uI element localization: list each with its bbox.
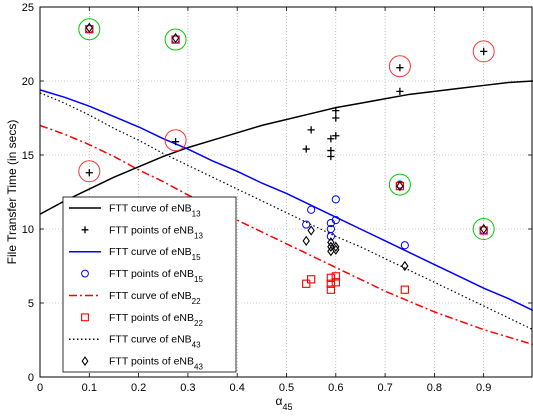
y-tick-label: 10 (22, 224, 34, 236)
point-enb22 (326, 273, 336, 282)
point-enb43 (307, 225, 315, 236)
point-enb22 (306, 275, 316, 284)
point-enb22 (326, 285, 336, 294)
point-enb43 (85, 22, 93, 33)
x-tick-label: 0.5 (279, 382, 294, 394)
legend-label: FTT curve of eNB22 (109, 290, 201, 306)
axes-box (39, 6, 533, 378)
highlight-circle (78, 18, 101, 41)
y-tick-label: 5 (28, 298, 34, 310)
highlight-circle (164, 28, 187, 51)
legend-entry: FTT points of eNB13 (81, 224, 203, 240)
curve-enb15 (39, 89, 533, 312)
point-enb43 (302, 235, 310, 246)
y-axis-label: File Transfer Time (in secs) (5, 120, 19, 265)
legend-label: FTT curve of eNB15 (109, 246, 201, 262)
x-tick-label: 0.9 (476, 382, 491, 394)
point-enb13 (85, 169, 93, 177)
point-enb15 (326, 224, 335, 234)
curve-enb13 (39, 80, 533, 215)
point-enb15 (302, 220, 311, 229)
point-enb15 (307, 205, 316, 214)
y-tick-label: 0 (28, 372, 34, 384)
point-enb13 (332, 132, 340, 140)
highlight-circle (388, 55, 411, 78)
point-enb13 (332, 107, 340, 115)
legend-entry: FTT points of eNB22 (81, 312, 203, 328)
axes: 0 0.1 0.2 0.3 0.4 0.5 0.6 0.7 0.8 0.9 0 5 10 15 20 25 (22, 2, 533, 394)
highlight-circle (472, 40, 495, 63)
point-enb43 (332, 241, 340, 252)
x-tick-label: 0.8 (427, 382, 442, 394)
point-enb43 (327, 237, 335, 248)
x-tick-label: 0 (37, 382, 43, 394)
point-enb13 (396, 64, 404, 72)
x-tick-label: 0.1 (82, 382, 97, 394)
point-enb43 (401, 260, 409, 272)
point-enb15 (400, 241, 409, 250)
legend-label: FTT points of eNB22 (109, 312, 203, 328)
point-enb43 (396, 180, 404, 192)
point-enb22 (302, 279, 311, 288)
x-tick-label: 0.7 (377, 382, 392, 394)
legend-entry: FTT points of eNB43 (81, 356, 203, 372)
legend-box (62, 196, 237, 373)
highlight-circle (78, 160, 101, 183)
legend-entry: FTT curve of eNB22 (69, 290, 201, 306)
y-tick-label: 15 (22, 150, 34, 162)
point-enb22 (400, 285, 409, 294)
legend-entry: FTT curve of eNB15 (69, 246, 201, 262)
point-enb13 (307, 126, 315, 134)
point-enb22 (331, 272, 340, 281)
x-tick-label: 0.3 (180, 382, 195, 394)
highlight-circle (388, 173, 411, 196)
y-tick-label: 25 (22, 2, 34, 14)
x-tick-label: 0.4 (230, 382, 245, 394)
x-axis-label: α45 (276, 394, 293, 412)
point-enb15 (331, 216, 340, 225)
highlight-circle (472, 218, 495, 240)
highlight-circle (164, 129, 187, 152)
point-enb13 (396, 87, 404, 95)
legend-entry: FTT curve of eNB43 (69, 334, 201, 350)
point-enb43 (171, 32, 180, 44)
point-enb13 (332, 114, 340, 122)
y-tick-label: 20 (22, 76, 34, 88)
grid (40, 7, 533, 377)
point-enb15 (331, 195, 340, 204)
point-enb22 (326, 279, 336, 288)
point-enb22 (331, 278, 340, 287)
legend-label: FTT points of eNB43 (109, 356, 203, 372)
point-enb13 (171, 138, 180, 146)
legend-label: FTT curve of eNB13 (109, 202, 201, 218)
point-enb43 (327, 241, 335, 252)
point-enb43 (480, 223, 488, 235)
x-tick-label: 0.2 (131, 382, 146, 394)
legend-entry: FTT points of eNB15 (81, 268, 203, 284)
legend-label: FTT points of eNB13 (109, 224, 203, 240)
x-tick-label: 0.6 (328, 382, 343, 394)
point-enb13 (480, 47, 488, 55)
point-enb13 (302, 145, 310, 153)
point-enb13 (327, 146, 335, 155)
curve-enb22 (39, 124, 533, 346)
legend-label: FTT points of eNB15 (109, 268, 203, 284)
legend: FTT curve of eNB13 FTT points of eNB13 FTT… (62, 196, 237, 373)
legend-entry: FTT curve of eNB13 (69, 202, 201, 218)
point-enb13 (327, 135, 335, 143)
plot-area (39, 18, 533, 346)
legend-label: FTT curve of eNB43 (109, 334, 201, 350)
